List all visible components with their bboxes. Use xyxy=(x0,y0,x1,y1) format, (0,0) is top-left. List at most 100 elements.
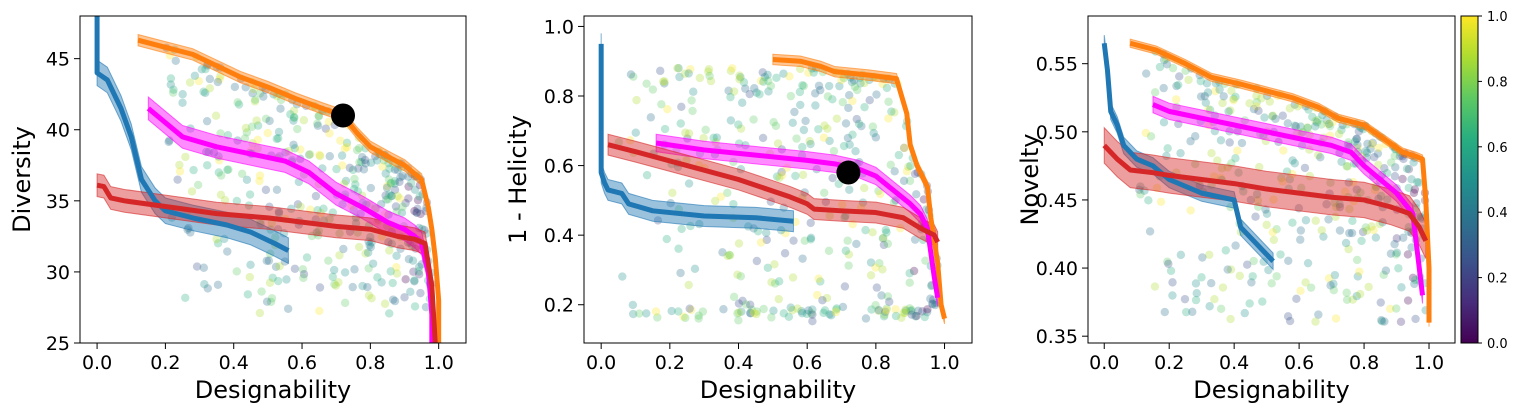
scatter-point xyxy=(856,79,865,88)
scatter-point xyxy=(257,287,266,296)
scatter-point xyxy=(1264,265,1273,275)
scatter-point xyxy=(187,187,197,196)
scatter-point xyxy=(1200,91,1209,101)
scatter-point xyxy=(1251,212,1260,221)
scatter-point xyxy=(912,311,921,321)
scatter-point xyxy=(259,92,268,101)
scatter-point xyxy=(395,177,404,187)
scatter-point xyxy=(896,224,905,233)
scatter-point xyxy=(788,273,798,282)
scatter-point xyxy=(324,117,334,127)
scatter-point xyxy=(819,188,829,197)
scatter-point xyxy=(1414,178,1424,187)
scatter-point xyxy=(1271,114,1280,124)
scatter-point xyxy=(718,248,727,257)
scatter-point xyxy=(1152,183,1162,193)
scatter-point xyxy=(1198,253,1207,262)
scatter-point xyxy=(1159,55,1169,65)
scatter-point xyxy=(1403,296,1413,305)
scatter-point xyxy=(1305,145,1314,154)
scatter-point xyxy=(262,256,271,265)
scatter-point xyxy=(213,77,223,87)
y-tick-label: 0.2 xyxy=(544,295,574,317)
scatter-point xyxy=(800,236,809,245)
scatter-point xyxy=(1285,175,1294,184)
scatter-point xyxy=(392,263,401,272)
scatter-point xyxy=(267,294,277,303)
scatter-point xyxy=(825,310,834,319)
scatter-point xyxy=(1306,283,1316,292)
scatter-point xyxy=(881,225,890,235)
plot-area xyxy=(94,16,442,343)
scatter-point xyxy=(686,64,695,74)
scatter-point xyxy=(1172,81,1181,91)
scatter-point xyxy=(686,221,695,231)
scatter-point xyxy=(752,88,761,97)
scatter-point xyxy=(758,133,768,143)
scatter-point xyxy=(764,76,773,86)
scatter-point xyxy=(679,312,688,321)
scatter-point xyxy=(879,233,888,243)
scatter-point xyxy=(749,308,759,318)
scatter-point xyxy=(701,125,710,135)
scatter-point xyxy=(860,183,869,193)
scatter-point xyxy=(905,278,914,287)
scatter-point xyxy=(1218,283,1228,292)
scatter-point xyxy=(1312,118,1322,127)
scatter-point xyxy=(264,256,274,265)
scatter-point xyxy=(739,78,749,87)
scatter-point xyxy=(662,234,671,244)
scatter-point xyxy=(851,147,860,156)
scatter-point xyxy=(910,235,920,244)
scatter-point xyxy=(1350,137,1360,146)
scatter-point xyxy=(1240,308,1249,318)
scatter-point xyxy=(759,77,768,86)
series-line-orange xyxy=(137,37,442,343)
scatter-point xyxy=(1239,187,1248,196)
scatter-point xyxy=(848,96,857,106)
scatter-point xyxy=(1172,95,1181,104)
scatter-point xyxy=(1404,223,1413,232)
scatter-point xyxy=(1296,286,1305,296)
scatter-point xyxy=(1392,234,1402,243)
scatter-point xyxy=(1231,154,1240,163)
scatter-point xyxy=(618,272,627,281)
scatter-point xyxy=(1180,294,1190,304)
scatter-point xyxy=(1140,186,1149,195)
scatter-point xyxy=(799,81,808,91)
scatter-point xyxy=(832,305,841,314)
scatter-point xyxy=(770,260,779,269)
scatter-point xyxy=(1412,199,1421,208)
scatter-point xyxy=(212,234,221,244)
scatter-point xyxy=(920,312,929,322)
scatter-point xyxy=(205,84,215,93)
scatter-point xyxy=(243,290,253,299)
scatter-point xyxy=(1411,203,1421,213)
scatter-point xyxy=(1353,140,1362,150)
highlight-point xyxy=(836,160,861,185)
scatter-point xyxy=(699,133,708,143)
scatter-point xyxy=(848,130,857,139)
scatter-point xyxy=(677,102,686,111)
scatter-point xyxy=(1268,112,1277,121)
scatter-point xyxy=(1290,100,1299,109)
scatter-point xyxy=(774,294,783,304)
scatter-point xyxy=(313,121,323,130)
scatter-point xyxy=(401,275,410,284)
scatter-point xyxy=(1290,159,1299,168)
scatter-point xyxy=(1332,202,1341,212)
y-tick-label: 0.50 xyxy=(1036,122,1078,144)
scatter-point xyxy=(900,308,910,317)
scatter-point xyxy=(251,95,260,104)
scatter-point xyxy=(1292,294,1301,304)
scatter-point xyxy=(1285,316,1295,326)
scatter-point xyxy=(248,89,257,98)
scatter-point xyxy=(1268,227,1277,237)
scatter-point xyxy=(756,238,766,247)
scatter-point xyxy=(1176,250,1186,260)
scatter-point xyxy=(887,107,896,116)
scatter-point xyxy=(336,136,345,145)
scatter-point xyxy=(905,269,914,278)
scatter-point xyxy=(1300,163,1310,173)
scatter-point xyxy=(404,194,413,203)
